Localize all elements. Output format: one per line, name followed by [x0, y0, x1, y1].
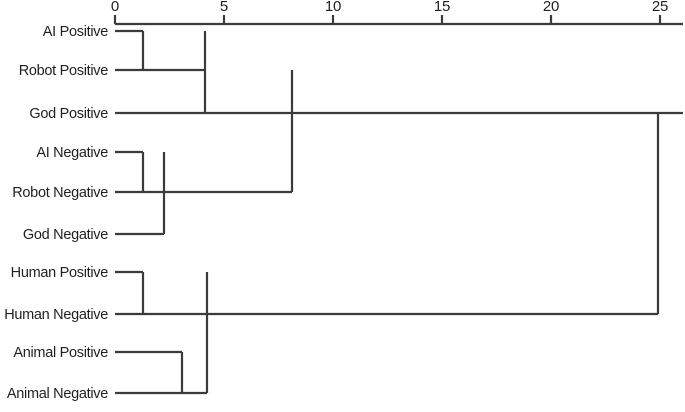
axis-tick-label-5: 5	[220, 0, 228, 15]
leaf-label-ai-positive: AI Positive	[43, 24, 108, 40]
leaf-labels: AI Positive Robot Positive God Positive AI …	[4, 24, 108, 402]
leaf-label-human-positive: Human Positive	[11, 265, 109, 281]
leaf-label-animal-positive: Animal Positive	[13, 345, 108, 361]
leaf-label-god-positive: God Positive	[29, 106, 108, 122]
leaf-label-ai-negative: AI Negative	[36, 145, 108, 161]
axis-tick-label-10: 10	[325, 0, 341, 15]
leaf-label-human-negative: Human Negative	[4, 307, 108, 323]
axis-tick-label-0: 0	[111, 0, 119, 15]
leaf-label-robot-positive: Robot Positive	[19, 63, 109, 79]
dendrogram-links	[115, 29, 683, 395]
leaf-label-robot-negative: Robot Negative	[12, 185, 108, 201]
x-axis: 0 5 10 15 20 25	[111, 0, 683, 26]
leaf-label-god-negative: God Negative	[23, 227, 108, 243]
leaf-label-animal-negative: Animal Negative	[7, 386, 108, 402]
axis-tick-label-25: 25	[652, 0, 668, 15]
axis-tick-label-15: 15	[434, 0, 450, 15]
axis-tick-label-20: 20	[543, 0, 559, 15]
